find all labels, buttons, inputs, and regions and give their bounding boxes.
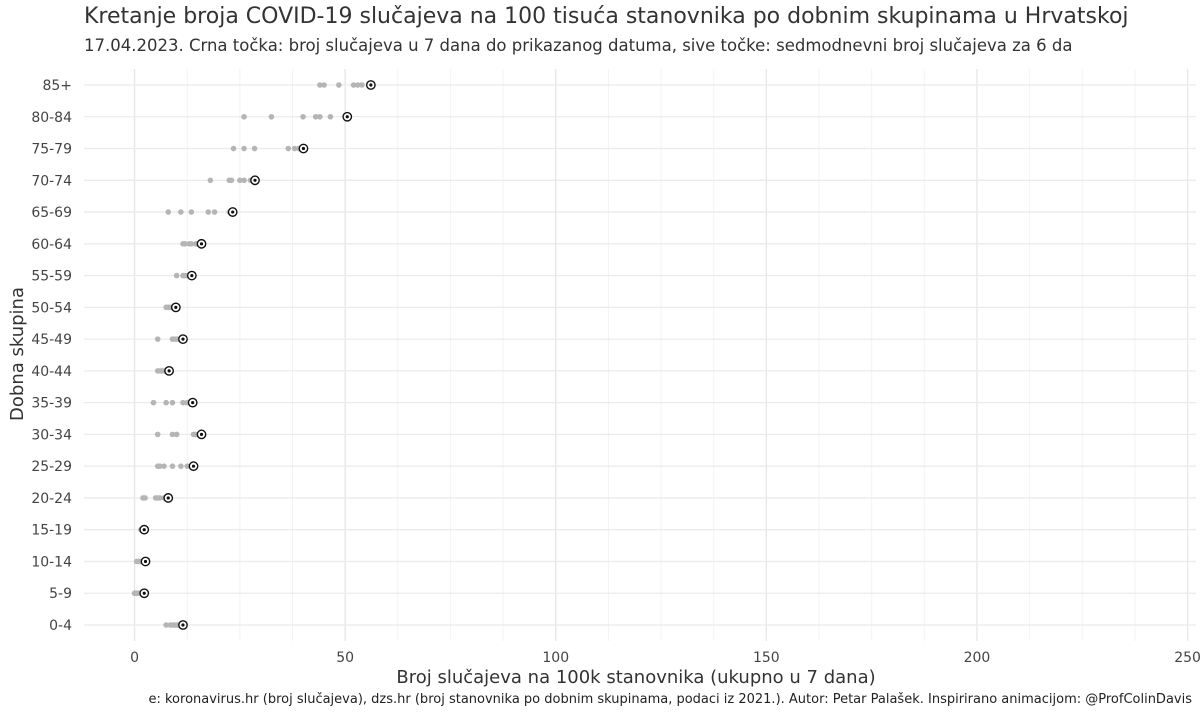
history-point <box>230 145 237 152</box>
current-point-center <box>191 401 195 405</box>
history-point <box>161 463 167 469</box>
history-point <box>336 82 342 88</box>
current-point-center <box>174 305 178 309</box>
current-point-center <box>143 559 148 564</box>
y-tick-label: 15-19 <box>31 523 72 539</box>
history-point <box>268 113 275 120</box>
current-point-center <box>142 528 146 532</box>
history-point <box>163 622 169 628</box>
y-tick-label: 25-29 <box>31 459 72 475</box>
history-point <box>211 209 218 215</box>
history-point <box>169 463 176 469</box>
history-point <box>241 113 247 120</box>
y-tick-label: 45-49 <box>31 332 72 348</box>
history-point <box>237 177 243 184</box>
current-point-center <box>181 623 185 627</box>
history-point <box>184 463 190 469</box>
grid-lines <box>84 69 1196 641</box>
y-tick-label: 55-59 <box>31 269 72 285</box>
history-point <box>300 113 306 120</box>
history-point <box>163 399 169 406</box>
history-point <box>169 399 176 406</box>
current-point-center <box>142 591 146 595</box>
history-point <box>188 241 195 247</box>
y-tick-label: 5-9 <box>49 586 72 602</box>
current-point-center <box>190 273 194 278</box>
current-point-center <box>199 432 204 437</box>
current-point-center <box>301 146 306 151</box>
history-points <box>131 82 365 628</box>
y-tick-label: 60-64 <box>31 237 72 253</box>
history-point <box>142 495 148 501</box>
history-point <box>291 145 298 152</box>
current-point-center <box>231 210 235 214</box>
history-point <box>165 209 172 215</box>
current-point-center <box>253 178 257 182</box>
history-point <box>359 82 365 88</box>
history-point <box>154 431 161 438</box>
history-point <box>354 82 361 88</box>
y-tick-label: 65-69 <box>31 205 72 221</box>
current-point-center <box>345 115 349 119</box>
chart-subtitle: 17.04.2023. Crna točka: broj slučajeva u… <box>84 36 1073 55</box>
history-point <box>350 82 357 88</box>
y-tick-label: 75-79 <box>31 142 72 158</box>
history-point <box>207 177 214 184</box>
x-tick-label: 200 <box>964 650 991 666</box>
history-point <box>178 209 184 215</box>
y-tick-label: 40-44 <box>31 364 72 380</box>
history-point <box>228 177 235 184</box>
current-point-center <box>181 337 185 341</box>
y-tick-label: 85+ <box>42 78 72 94</box>
y-axis-title: Dobna skupina <box>7 287 28 421</box>
history-point <box>173 431 180 438</box>
x-tick-labels: 0 50 100 150 200 250 <box>130 650 1200 666</box>
history-point <box>154 336 161 342</box>
x-tick-label: 150 <box>753 650 780 666</box>
y-tick-label: 10-14 <box>31 554 72 570</box>
x-tick-label: 50 <box>336 650 354 666</box>
current-point-center <box>369 83 373 87</box>
history-point <box>182 241 188 247</box>
x-tick-label: 250 <box>1174 650 1200 666</box>
y-tick-label: 0-4 <box>49 618 72 634</box>
y-tick-label: 35-39 <box>31 396 72 412</box>
y-tick-label: 30-34 <box>31 427 72 443</box>
current-points <box>139 80 376 630</box>
history-point <box>180 399 186 406</box>
y-tick-label: 20-24 <box>31 491 72 507</box>
x-tick-label: 100 <box>542 650 569 666</box>
history-point <box>312 113 319 120</box>
x-tick-label: 0 <box>130 650 139 666</box>
y-tick-label: 80-84 <box>31 110 72 126</box>
history-point <box>241 177 247 184</box>
history-point <box>317 113 323 120</box>
y-tick-labels: 0-4 5-9 10-14 15-19 20-24 25-29 30-34 35-39 40-4… <box>31 78 72 634</box>
history-point <box>317 82 323 88</box>
history-point <box>241 145 247 152</box>
history-point <box>157 495 163 501</box>
history-point <box>327 113 334 120</box>
history-point <box>188 209 195 215</box>
history-point <box>150 399 157 406</box>
chart-title: Kretanje broja COVID-19 slučajeva na 100… <box>84 4 1129 29</box>
history-point <box>285 145 292 152</box>
current-point-center <box>166 496 170 500</box>
y-tick-label: 70-74 <box>31 173 72 189</box>
history-point <box>169 431 176 438</box>
history-point <box>157 463 163 469</box>
y-tick-label: 50-54 <box>31 300 72 316</box>
history-point <box>251 145 258 152</box>
history-point <box>205 209 212 215</box>
x-axis-title: Broj slučajeva na 100k stanovnika (ukupn… <box>396 667 875 688</box>
history-point <box>173 272 180 279</box>
current-point-center <box>199 242 204 246</box>
current-point-center <box>167 369 171 373</box>
history-point <box>321 82 327 88</box>
chart-caption: e: koronavirus.hr (broj slučajeva), dzs.… <box>148 692 1192 707</box>
history-point <box>178 463 184 469</box>
current-point-center <box>191 464 196 468</box>
